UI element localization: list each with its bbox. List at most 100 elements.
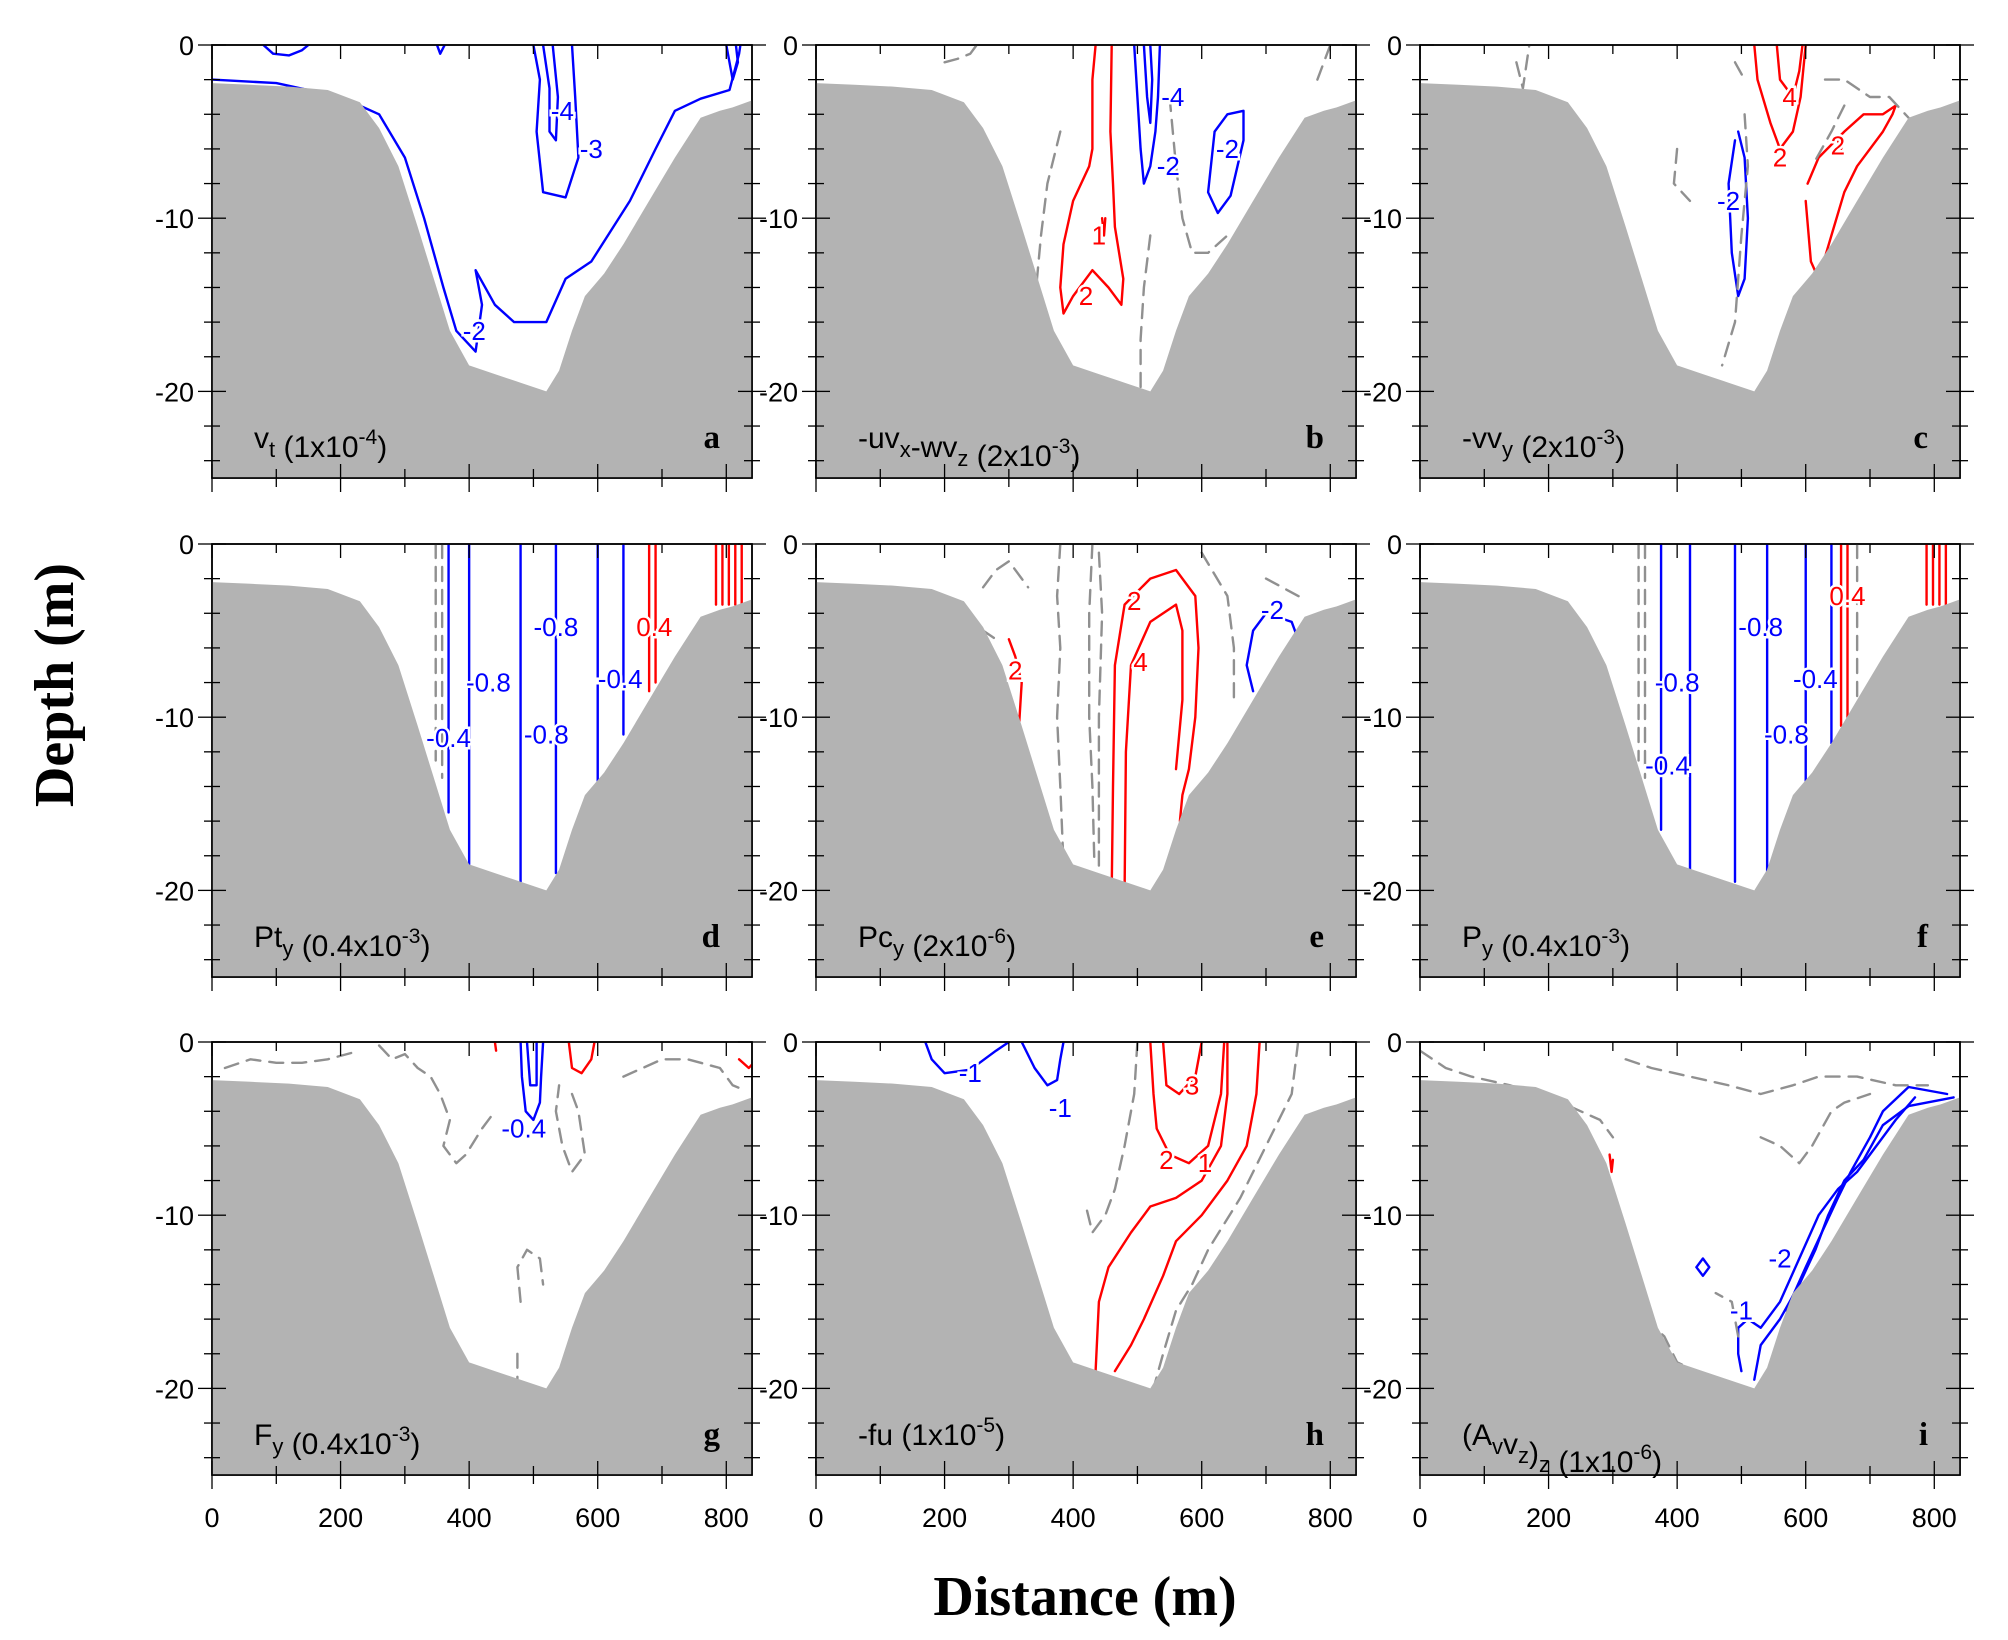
contour-zero <box>981 560 1030 589</box>
contour-label: -3 <box>580 134 603 164</box>
contour-neg <box>725 45 740 81</box>
contour-pos <box>1161 1042 1203 1096</box>
contour-zero <box>1823 78 1923 133</box>
contour-zero <box>377 1044 497 1165</box>
contour-zero <box>1515 45 1531 90</box>
contour-label: 2 <box>1831 130 1845 160</box>
contour-label: -0.4 <box>1645 751 1690 781</box>
panel-plot-area: -1 -1 3 2 1 <box>816 1042 1356 1475</box>
contour-neg <box>1737 1096 1917 1373</box>
x-tick-label: 400 <box>1051 1503 1096 1533</box>
label-scale: (1x10 <box>893 1419 976 1452</box>
contour-label: -0.8 <box>1655 668 1700 698</box>
panel-letter: i <box>1919 1417 1928 1453</box>
label-close: ) <box>1620 930 1630 963</box>
x-tick-label: 800 <box>1912 1503 1957 1533</box>
label-close: ) <box>995 1419 1005 1452</box>
contour-pos <box>1123 603 1184 892</box>
contour-label: -1 <box>1730 1295 1753 1325</box>
y-tick-label: 0 <box>179 1028 194 1058</box>
contour-label: -1 <box>1049 1093 1072 1123</box>
contour-zero <box>943 45 978 64</box>
panel-plot-area: 4 2 2 -2 <box>1420 45 1960 478</box>
y-tick-label: 0 <box>783 1028 798 1058</box>
contour-pos <box>1836 139 1846 151</box>
contour-label: 4 <box>1782 82 1796 112</box>
panel-border <box>815 1041 1357 1476</box>
contour-pos <box>1113 1042 1261 1373</box>
label-scale: (0.4x10 <box>283 1428 391 1461</box>
y-tick-label: -20 <box>1363 1374 1402 1404</box>
contour-zero <box>223 1051 355 1070</box>
panel-border <box>1419 1041 1961 1476</box>
contour-neg <box>212 45 742 353</box>
label-var: -fu <box>858 1419 893 1452</box>
contour-zero <box>1088 544 1096 866</box>
contour-zero <box>1714 1291 1740 1338</box>
label-exponent: -3 <box>1596 426 1615 449</box>
panel-i: -1-20-10-200 200 400 600 800(Avvz)z (1x10-6)… <box>1363 1028 1974 1533</box>
panel-border <box>211 1041 753 1476</box>
contour-neg <box>1206 109 1245 215</box>
y-tick-label: -20 <box>155 876 194 906</box>
panel-variable-label: Pcy (2x10-6) <box>858 921 1016 963</box>
y-tick-label: -20 <box>1363 876 1402 906</box>
bathymetry-land <box>212 582 752 977</box>
label-scale: (2x10 <box>968 440 1051 473</box>
panel-variable-label: -uvx-wvz (2x10-3) <box>858 422 1080 473</box>
contour-neg <box>1133 45 1162 185</box>
label-close: ) <box>1615 431 1625 464</box>
contour-label: 0.4 <box>636 612 672 642</box>
x-tick-label: 0 <box>204 1503 219 1533</box>
label-scale: (1x10 <box>275 431 358 464</box>
contour-label: -0.4 <box>501 1114 546 1144</box>
panel-letter: f <box>1917 919 1929 955</box>
y-tick-label: -10 <box>759 703 798 733</box>
contour-label: 1 <box>1198 1148 1212 1178</box>
label-var: -uv <box>858 422 900 455</box>
panel-h: -1 -1 3 2 1 0 -10 -20 0 200 400 600 800 -fu (1x10-5) h <box>759 1028 1370 1533</box>
contour-zero <box>1759 1092 1872 1165</box>
contour-neg <box>532 45 580 199</box>
y-tick-label: 0 <box>1387 1028 1402 1058</box>
contour-label: 0.4 <box>1829 581 1865 611</box>
contour-label: -0.8 <box>534 612 579 642</box>
panel-letter: d <box>702 919 720 955</box>
contour-label: -0.8 <box>1764 720 1809 750</box>
label-subscript: y <box>272 1434 283 1459</box>
panel-letter: c <box>1913 420 1928 456</box>
y-tick-label: -20 <box>759 377 798 407</box>
contour-zero <box>1810 104 1846 168</box>
contour-label: -0.4 <box>598 664 643 694</box>
label-exponent: -3 <box>392 1423 411 1446</box>
label-exponent: -6 <box>1633 1441 1652 1464</box>
label-subscript: z <box>1539 1452 1550 1477</box>
y-tick-label: -10 <box>1363 1201 1402 1231</box>
contour-label: 2 <box>1127 586 1141 616</box>
contour-pos <box>1094 1042 1229 1373</box>
contour-pos <box>737 1058 752 1070</box>
y-tick-label: 0 <box>783 530 798 560</box>
contour-neg <box>519 1042 545 1122</box>
label-close: ) <box>1006 930 1016 963</box>
contour-neg <box>1695 1257 1711 1277</box>
label-close: ) <box>1070 440 1080 473</box>
contour-pos <box>1775 45 1804 99</box>
y-tick-label: 0 <box>179 31 194 61</box>
x-tick-label: 400 <box>1655 1503 1700 1533</box>
panel-plot-area: -0.8 -0.8 -0.8 -0.4 -0.4 0.4 <box>1420 544 1960 977</box>
y-tick-label: -20 <box>155 377 194 407</box>
contour-neg <box>435 45 446 55</box>
contour-label: 2 <box>1159 1145 1173 1175</box>
label-var: Pc <box>858 921 893 954</box>
contour-zero <box>1624 1058 1930 1096</box>
contour-pos <box>567 1042 596 1075</box>
contour-pos <box>1149 1042 1226 1165</box>
contour-zero <box>1316 45 1332 81</box>
contour-label: -2 <box>1216 134 1239 164</box>
y-axis-title: Depth (m) <box>24 563 86 807</box>
y-tick-label: -10 <box>1363 703 1402 733</box>
panel-border <box>211 543 753 978</box>
label-var: -vv <box>1462 422 1502 455</box>
